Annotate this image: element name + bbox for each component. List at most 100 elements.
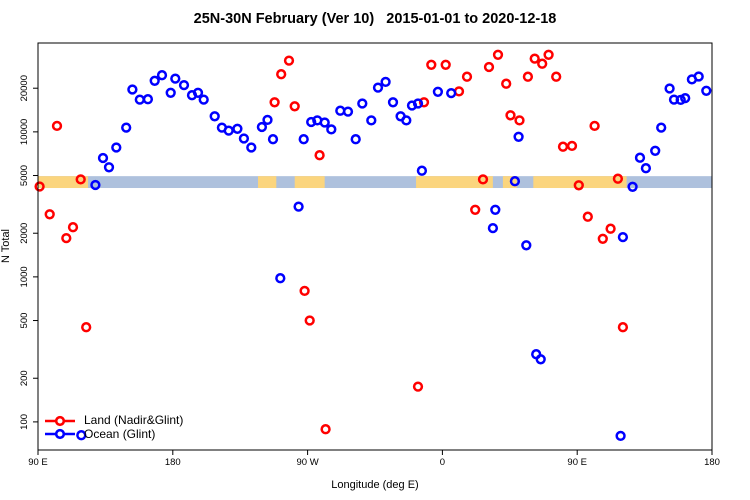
map-strip-land (294, 176, 325, 189)
data-point-land (412, 381, 424, 392)
data-point-land (283, 55, 295, 66)
data-point-ocean (513, 131, 524, 142)
data-point-ocean (350, 134, 361, 145)
data-point-ocean (490, 204, 501, 215)
data-point-ocean (306, 116, 317, 128)
data-point-land (537, 58, 548, 69)
data-point-land (276, 69, 287, 80)
data-point-land (289, 101, 300, 112)
data-point-ocean (401, 115, 412, 126)
data-point-ocean (664, 83, 675, 94)
data-point-land (573, 180, 584, 191)
data-point-ocean (298, 134, 309, 145)
data-point-land (67, 222, 79, 233)
data-point-ocean (246, 142, 257, 153)
data-point-land (589, 120, 600, 132)
data-point-ocean (357, 98, 368, 109)
data-point-ocean (487, 222, 499, 234)
data-point-ocean (90, 179, 101, 191)
data-point-land (61, 232, 72, 244)
data-point-ocean (319, 117, 330, 128)
data-point-land (426, 59, 437, 70)
data-point-ocean (192, 87, 204, 98)
data-point-land (269, 97, 280, 108)
data-point-land (582, 211, 593, 222)
data-point-land (522, 71, 534, 82)
data-point-ocean (198, 94, 209, 105)
data-point-ocean (627, 181, 638, 192)
data-point-ocean (142, 94, 154, 105)
data-point-ocean (156, 70, 168, 81)
y-axis-label: N Total (0, 228, 12, 264)
map-strip-land (502, 176, 517, 189)
legend-ocean-swatch-icon (45, 429, 75, 440)
data-point-ocean (656, 122, 667, 133)
data-point-ocean (149, 75, 160, 86)
data-point-ocean (509, 176, 521, 187)
data-point-ocean (650, 145, 661, 156)
data-point-ocean (446, 87, 457, 99)
data-point-land (492, 49, 504, 60)
map-strip-land (258, 176, 277, 189)
data-point-ocean (366, 115, 377, 126)
y-tick-label: 100 (19, 414, 30, 430)
data-point-land (418, 97, 430, 108)
data-point-ocean (380, 76, 391, 88)
data-point-land (566, 140, 578, 152)
data-point-land (453, 86, 465, 97)
data-point-land (34, 181, 45, 192)
data-point-ocean (103, 162, 115, 173)
data-point-land (617, 322, 629, 333)
data-point-ocean (693, 71, 704, 82)
y-tick-label: 2000 (19, 223, 30, 244)
data-point-ocean (416, 165, 428, 176)
data-point-ocean (97, 152, 109, 164)
x-tick-label: 90 E (567, 457, 587, 468)
data-point-land (612, 173, 624, 184)
y-tick-label: 20000 (19, 75, 30, 101)
data-point-land (320, 424, 331, 435)
data-point-ocean (634, 152, 646, 163)
data-point-ocean (262, 114, 273, 126)
data-point-ocean (342, 106, 354, 117)
x-tick-label: 90 E (28, 457, 48, 468)
x-tick-label: 180 (165, 457, 181, 468)
legend-land-swatch-icon (45, 415, 75, 426)
y-tick-label: 10000 (19, 119, 30, 145)
data-point-ocean (535, 354, 546, 365)
data-point-ocean (326, 124, 337, 135)
data-point-land (44, 209, 55, 220)
data-point-ocean (134, 94, 145, 105)
data-point-ocean (223, 125, 234, 136)
x-tick-label: 180 (704, 457, 720, 468)
plot-border (37, 42, 713, 451)
data-point-ocean (178, 79, 190, 91)
data-point-land (299, 285, 310, 297)
data-point-land (597, 233, 608, 244)
data-point-ocean (165, 87, 176, 98)
data-point-ocean (680, 92, 691, 104)
legend-item-land: Land (Nadir&Glint) (44, 414, 183, 428)
data-point-land (314, 150, 325, 161)
data-point-ocean (267, 134, 279, 145)
data-point-land (505, 110, 516, 121)
data-point-ocean (617, 231, 629, 243)
data-point-ocean (701, 85, 712, 96)
data-point-ocean (275, 273, 286, 284)
y-tick-label: 1000 (19, 266, 30, 287)
data-point-ocean (238, 133, 250, 144)
data-point-ocean (615, 430, 626, 442)
data-point-ocean (293, 201, 304, 212)
data-point-land (440, 59, 451, 70)
map-strip-ocean (38, 176, 712, 189)
data-point-land (557, 141, 569, 152)
data-point-ocean (640, 163, 652, 174)
data-point-land (477, 174, 489, 185)
y-tick-label: 200 (19, 370, 30, 386)
data-point-land (470, 204, 481, 215)
x-axis-label: Longitude (deg E) (331, 479, 419, 491)
data-point-ocean (432, 86, 444, 97)
data-point-land (51, 120, 63, 132)
data-point-ocean (127, 84, 138, 95)
